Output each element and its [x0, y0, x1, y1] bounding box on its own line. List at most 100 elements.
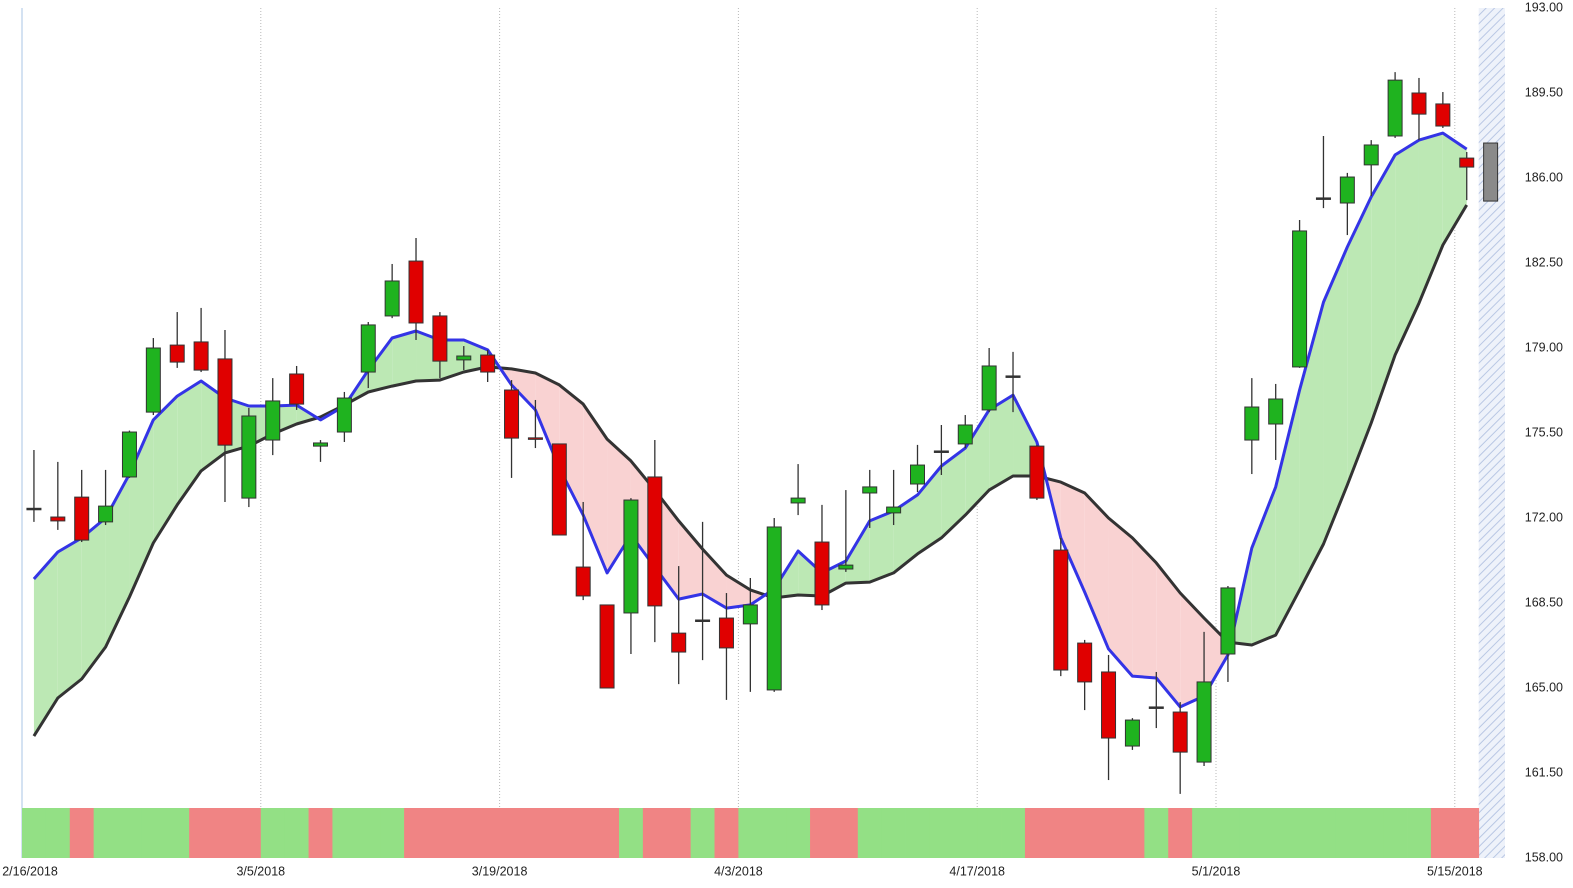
ma-gap-fill: [1299, 302, 1324, 590]
ma-gap-fill: [392, 331, 417, 387]
candle-body: [121, 431, 137, 478]
candle-body: [336, 397, 352, 433]
candle-body: [575, 566, 591, 597]
signal-cell: [1001, 808, 1026, 858]
signal-cell: [1072, 808, 1097, 858]
candle-body: [504, 389, 520, 439]
candle-body: [527, 437, 543, 440]
candle-body: [98, 505, 114, 523]
signal-cell: [213, 808, 238, 858]
candle-body: [647, 476, 663, 607]
candle-body: [599, 604, 615, 689]
signal-cell: [141, 808, 166, 858]
candle-body: [408, 260, 424, 324]
signal-cell: [117, 808, 142, 858]
candle-body: [432, 315, 448, 362]
ma-gap-fill: [678, 520, 703, 600]
signal-cell: [833, 808, 859, 858]
pending-candle: [1483, 142, 1499, 202]
ma-gap-fill: [559, 384, 584, 516]
candle-body: [1387, 79, 1403, 137]
signal-cell: [690, 808, 715, 858]
candle-body: [456, 355, 472, 361]
signal-cell: [308, 808, 333, 858]
ma-gap-fill: [368, 338, 393, 392]
candle-body: [480, 354, 496, 373]
signal-cell: [1335, 808, 1360, 858]
candle-body: [718, 617, 734, 649]
candle-body: [26, 507, 42, 511]
signal-cell: [1216, 808, 1241, 858]
signal-cell: [619, 808, 644, 858]
candle-body: [551, 443, 567, 536]
candle-body: [1124, 719, 1140, 747]
x-tick-label: 2/16/2018: [2, 864, 58, 878]
x-tick-label: 3/5/2018: [236, 864, 285, 878]
signal-cell: [1168, 808, 1193, 858]
candle-body: [1268, 398, 1284, 425]
candle-body: [1172, 711, 1188, 753]
ma-gap-fill: [1084, 492, 1109, 649]
signal-cell: [595, 808, 620, 858]
y-tick-label: 186.00: [1525, 170, 1563, 184]
signal-cell: [236, 808, 262, 858]
ma-gap-fill: [583, 404, 608, 573]
signal-cell: [1263, 808, 1289, 858]
ma-gap-fill: [153, 396, 178, 544]
signal-cell: [451, 808, 477, 858]
candle-body: [862, 486, 878, 494]
signal-cell: [69, 808, 95, 858]
signal-cell: [547, 808, 572, 858]
x-tick-label: 3/19/2018: [472, 864, 528, 878]
candle-body: [910, 464, 925, 485]
signal-cell: [1311, 808, 1336, 858]
candle-body: [193, 341, 209, 371]
signal-cell: [22, 808, 47, 858]
candle-body: [623, 499, 639, 614]
candle-body: [169, 344, 185, 363]
ma-gap-fill: [1371, 154, 1396, 424]
signal-cell: [738, 808, 763, 858]
candle-body: [933, 450, 949, 453]
ma-gap-fill: [177, 381, 202, 505]
signal-cell: [427, 808, 453, 858]
signal-cell: [810, 808, 835, 858]
signal-cell: [93, 808, 118, 858]
x-tick-label: 4/3/2018: [714, 864, 763, 878]
candle-body: [74, 496, 90, 541]
signal-cell: [1359, 808, 1384, 858]
candle-body: [671, 632, 687, 653]
candle-body: [1148, 706, 1164, 709]
candle-body: [289, 373, 305, 405]
y-tick-label: 179.00: [1525, 340, 1563, 354]
ma-gap-fill: [1156, 562, 1181, 707]
signal-cell: [499, 808, 524, 858]
candle-body: [1220, 587, 1236, 655]
signal-cell: [1454, 808, 1480, 858]
signal-cell: [977, 808, 1002, 858]
signal-cell: [45, 808, 71, 858]
ma-gap-fill: [1418, 133, 1443, 304]
ma-gap-fill: [511, 368, 536, 410]
signal-cell: [666, 808, 692, 858]
x-tick-label: 5/1/2018: [1192, 864, 1241, 878]
candle-body: [50, 516, 66, 522]
y-tick-label: 161.50: [1525, 765, 1563, 779]
ma-gap-fill: [941, 448, 966, 538]
candle-body: [241, 415, 257, 499]
signal-cell: [1383, 808, 1408, 858]
signal-cell: [881, 808, 906, 858]
candle-body: [1053, 549, 1069, 671]
ma-gap-fill: [81, 518, 106, 680]
ma-gap-fill: [1323, 246, 1348, 544]
y-tick-label: 168.50: [1525, 595, 1563, 609]
y-tick-label: 193.00: [1525, 0, 1563, 14]
candle-body: [145, 347, 161, 413]
signal-cell: [356, 808, 381, 858]
ma-gap-fill: [965, 409, 990, 516]
signal-cell: [1192, 808, 1217, 858]
ma-gap-fill: [57, 537, 82, 698]
signal-band: [22, 808, 1480, 858]
candle-body: [384, 280, 400, 317]
signal-cell: [571, 808, 596, 858]
